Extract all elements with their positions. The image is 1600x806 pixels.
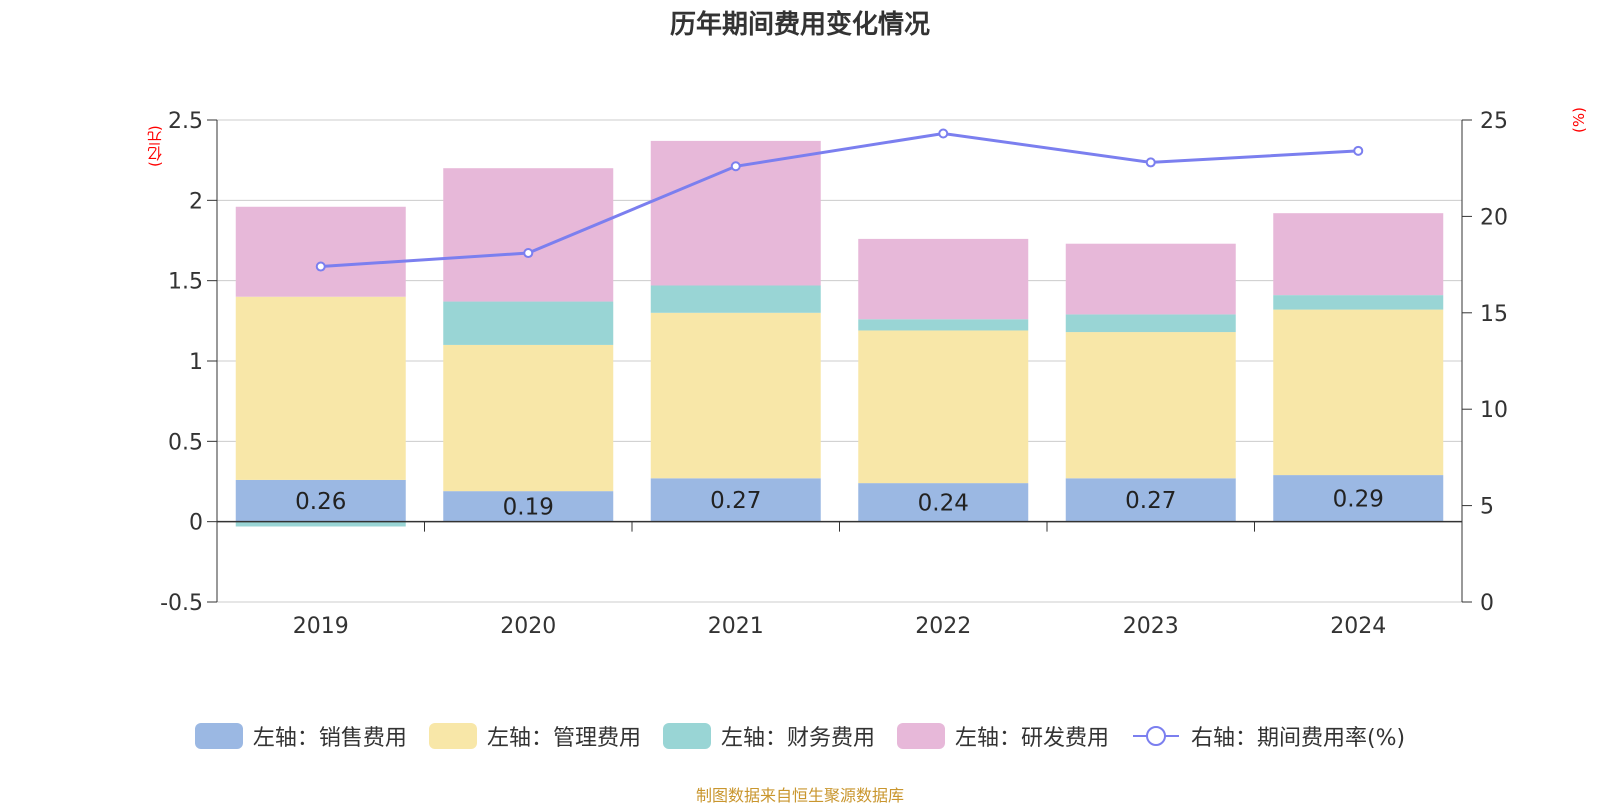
right-axis-tick-label: 10 — [1480, 398, 1508, 423]
bar-segment — [1273, 475, 1444, 522]
right-axis-tick-label: 25 — [1480, 109, 1508, 134]
bar-segment — [858, 483, 1029, 522]
right-axis-tick-label: 0 — [1480, 591, 1494, 616]
bar-segment — [443, 301, 614, 345]
bar-segment — [1273, 309, 1444, 476]
legend-swatch-rd — [896, 723, 945, 749]
legend-line-marker-icon — [1132, 726, 1179, 746]
left-axis-tick-label: 2.5 — [168, 109, 203, 134]
legend-item-sales[interactable]: 左轴：销售费用 — [194, 720, 407, 752]
left-axis-tick-label: -0.5 — [160, 591, 203, 616]
bar-segment — [1273, 213, 1444, 296]
chart-title: 历年期间费用变化情况 — [669, 10, 930, 40]
category-label: 2024 — [1330, 614, 1386, 639]
bar-segment — [650, 285, 821, 313]
category-label: 2021 — [708, 614, 764, 639]
category-label: 2023 — [1123, 614, 1179, 639]
bar-segment — [858, 238, 1029, 320]
bar-segment — [443, 344, 614, 492]
data-source-note: 制图数据来自恒生聚源数据库 — [695, 786, 904, 805]
right-axis-tick-label: 15 — [1480, 302, 1508, 327]
legend-label-finance: 左轴：财务费用 — [720, 726, 875, 751]
rate-point — [1145, 157, 1156, 168]
legend-item-admin[interactable]: 左轴：管理费用 — [428, 720, 641, 752]
category-label: 2020 — [500, 614, 556, 639]
bar-segment — [235, 206, 406, 297]
right-axis-tick-label: 20 — [1480, 205, 1508, 230]
left-axis-tick-label: 1 — [189, 350, 203, 375]
bar-segment — [650, 478, 821, 522]
bar-segment — [858, 330, 1029, 484]
left-axis-tick-label: 0 — [189, 511, 203, 536]
left-axis-tick-label: 0.5 — [168, 430, 203, 455]
bar-segment — [1273, 295, 1444, 310]
bar-data-label: 0.27 — [710, 488, 761, 514]
bar-segment — [235, 479, 406, 522]
rate-point — [315, 261, 326, 272]
bar-data-label: 0.26 — [295, 489, 346, 515]
legend-swatch-admin — [428, 723, 477, 749]
legend-label-rd: 左轴：研发费用 — [954, 726, 1109, 751]
legend-item-finance[interactable]: 左轴：财务费用 — [662, 720, 875, 752]
legend-label-admin: 左轴：管理费用 — [486, 726, 641, 751]
legend-swatch-sales — [194, 723, 243, 749]
bar-data-label: 0.27 — [1125, 488, 1176, 514]
bar-segment — [1065, 314, 1236, 333]
left-axis-tick-label: 1.5 — [168, 270, 203, 295]
bar-segment — [858, 319, 1029, 331]
legend-label-sales: 左轴：销售费用 — [252, 726, 407, 751]
bar-segment — [650, 312, 821, 479]
rate-point — [1353, 145, 1364, 156]
bar-data-label: 0.29 — [1333, 486, 1384, 512]
bar-segment — [1065, 243, 1236, 315]
category-label: 2019 — [293, 614, 349, 639]
bar-segment — [235, 521, 406, 527]
bar-segment — [443, 491, 614, 522]
bar-data-label: 0.19 — [503, 494, 554, 520]
legend: 左轴：销售费用 左轴：管理费用 左轴：财务费用 左轴：研发费用 右轴：期间费用率… — [0, 720, 1600, 752]
rate-point — [523, 248, 534, 259]
rate-point — [730, 161, 741, 172]
left-axis-tick-label: 2 — [189, 189, 203, 214]
category-label: 2022 — [915, 614, 971, 639]
bar-segment — [235, 296, 406, 480]
rate-line — [320, 131, 1359, 269]
legend-item-rd[interactable]: 左轴：研发费用 — [896, 720, 1109, 752]
rate-point — [938, 128, 949, 139]
bar-segment — [443, 168, 614, 302]
right-axis-tick-label: 5 — [1480, 495, 1494, 520]
legend-swatch-finance — [662, 723, 711, 749]
bar-data-label: 0.24 — [918, 490, 969, 516]
bar-segment — [1065, 332, 1236, 479]
legend-item-rate[interactable]: 右轴：期间费用率(%) — [1131, 720, 1405, 752]
legend-label-rate: 右轴：期间费用率(%) — [1190, 726, 1406, 751]
bar-segment — [1065, 478, 1236, 522]
